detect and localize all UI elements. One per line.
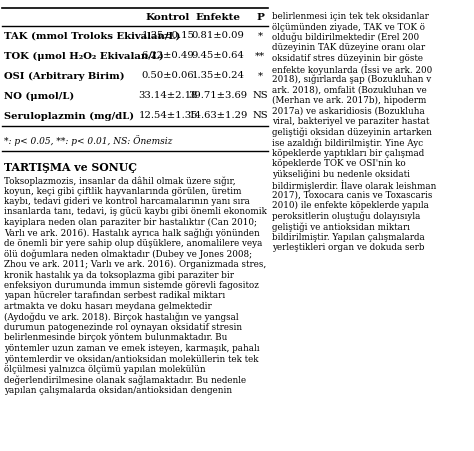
Text: 2017a) ve askaridiosis (Bozukluha: 2017a) ve askaridiosis (Bozukluha <box>272 106 425 115</box>
Text: Varlı ve ark. 2016). Hastalık ayrıca halk sağlığı yönünden: Varlı ve ark. 2016). Hastalık ayrıca hal… <box>4 229 260 238</box>
Text: oksidatif stres düzeyinin bir göste: oksidatif stres düzeyinin bir göste <box>272 54 423 63</box>
Text: *: p< 0.05, **: p< 0.01, NS: Önemsiz: *: p< 0.05, **: p< 0.01, NS: Önemsiz <box>4 135 173 146</box>
Text: TAK (mmol Troloks Ekivalan/L): TAK (mmol Troloks Ekivalan/L) <box>4 32 181 41</box>
Text: (Aydoğdu ve ark. 2018). Birçok hastalığın ve yangsal: (Aydoğdu ve ark. 2018). Birçok hastalığı… <box>4 313 238 322</box>
Text: Kontrol: Kontrol <box>146 13 190 22</box>
Text: NO (μmol/L): NO (μmol/L) <box>4 92 74 101</box>
Text: yöntemler uzun zaman ve emek isteyen, karmaşık, pahalı: yöntemler uzun zaman ve emek isteyen, ka… <box>4 344 260 353</box>
Text: P: P <box>256 13 264 22</box>
Text: 0.81±0.09: 0.81±0.09 <box>191 32 245 41</box>
Text: OSI (Arbitrary Birim): OSI (Arbitrary Birim) <box>4 71 125 81</box>
Text: olduğu bildirilmektedir (Erel 200: olduğu bildirilmektedir (Erel 200 <box>272 33 419 42</box>
Text: 0.50±0.06: 0.50±0.06 <box>142 72 194 80</box>
Text: TARTIŞMA ve SONUÇ: TARTIŞMA ve SONUÇ <box>4 162 137 173</box>
Text: peroksitlerin oluştuğu dolayısıyla: peroksitlerin oluştuğu dolayısıyla <box>272 212 420 221</box>
Text: belirlenmesinde birçok yöntem bulunmaktadır. Bu: belirlenmesinde birçok yöntem bulunmakta… <box>4 333 228 342</box>
Text: Enfekte: Enfekte <box>195 13 240 22</box>
Text: 14.63±1.29: 14.63±1.29 <box>188 111 248 120</box>
Text: 2010) ile enfekte köpeklerde yapıla: 2010) ile enfekte köpeklerde yapıla <box>272 201 429 210</box>
Text: 2017), Toxocara canis ve Toxascaris: 2017), Toxocara canis ve Toxascaris <box>272 190 432 199</box>
Text: 1.35±0.15: 1.35±0.15 <box>142 32 194 41</box>
Text: Zhou ve ark. 2011; Varlı ve ark. 2016). Organizmada stres,: Zhou ve ark. 2011; Varlı ve ark. 2016). … <box>4 260 266 269</box>
Text: 6.22±0.49: 6.22±0.49 <box>142 51 194 60</box>
Text: ölçümünden ziyade, TAK ve TOK ö: ölçümünden ziyade, TAK ve TOK ö <box>272 23 425 32</box>
Text: *: * <box>257 32 263 41</box>
Text: de önemli bir yere sahip olup düşüklere, anomalilere veya: de önemli bir yere sahip olup düşüklere,… <box>4 239 263 248</box>
Text: yöntemlerdir ve oksidan/antioksidan moleküllerin tek tek: yöntemlerdir ve oksidan/antioksidan mole… <box>4 354 258 364</box>
Text: 9.45±0.64: 9.45±0.64 <box>191 51 245 60</box>
Text: 12.54±1.35: 12.54±1.35 <box>138 111 198 120</box>
Text: bildirmişlerdir. İlave olarak leishman: bildirmişlerdir. İlave olarak leishman <box>272 180 437 191</box>
Text: NS: NS <box>252 111 268 120</box>
Text: geliştiği oksidan düzeyinin artarken: geliştiği oksidan düzeyinin artarken <box>272 128 432 137</box>
Text: geliştiği ve antioksidan miktarı: geliştiği ve antioksidan miktarı <box>272 222 410 231</box>
Text: bildirilmiştir. Yapılan çalışmalarda: bildirilmiştir. Yapılan çalışmalarda <box>272 233 425 241</box>
Text: yapılan çalışmalarda oksidan/antioksidan dengenin: yapılan çalışmalarda oksidan/antioksidan… <box>4 386 232 395</box>
Text: ark. 2018), omfalit (Bozukluhan ve: ark. 2018), omfalit (Bozukluhan ve <box>272 86 427 95</box>
Text: Seruloplazmin (mg/dL): Seruloplazmin (mg/dL) <box>4 111 134 120</box>
Text: kronik hastalık ya da toksoplazma gibi paraziter bir: kronik hastalık ya da toksoplazma gibi p… <box>4 271 234 280</box>
Text: 2018), sığırlarda şap (Bozukluhan v: 2018), sığırlarda şap (Bozukluhan v <box>272 75 431 84</box>
Text: durumun patogenezinde rol oynayan oksidatif stresin: durumun patogenezinde rol oynayan oksida… <box>4 323 242 332</box>
Text: insanlarda tanı, tedavi, iş gücü kaybı gibi önemli ekonomik: insanlarda tanı, tedavi, iş gücü kaybı g… <box>4 207 267 216</box>
Text: enfeksiyon durumunda immun sistemde görevli fagositoz: enfeksiyon durumunda immun sistemde göre… <box>4 281 259 290</box>
Text: **: ** <box>255 51 265 60</box>
Text: (Merhan ve ark. 2017b), hipoderm: (Merhan ve ark. 2017b), hipoderm <box>272 96 427 105</box>
Text: yerleştikleri organ ve dokuda serb: yerleştikleri organ ve dokuda serb <box>272 243 425 252</box>
Text: 1.35±0.24: 1.35±0.24 <box>191 72 245 80</box>
Text: köpeklerde yaptıkları bir çalışmad: köpeklerde yaptıkları bir çalışmad <box>272 148 424 157</box>
Text: enfekte koyunlarda (İssi ve ark. 200: enfekte koyunlarda (İssi ve ark. 200 <box>272 64 432 75</box>
Text: viral, bakteriyel ve paraziter hastat: viral, bakteriyel ve paraziter hastat <box>272 117 429 126</box>
Text: düzeyinin TAK düzeyine oranı olar: düzeyinin TAK düzeyine oranı olar <box>272 43 425 52</box>
Text: *: * <box>257 72 263 80</box>
Text: TOK (μmol H₂O₂ Ekivalan/L): TOK (μmol H₂O₂ Ekivalan/L) <box>4 51 164 60</box>
Text: ise azaldığı bildirilmiştir. Yine Ayc: ise azaldığı bildirilmiştir. Yine Ayc <box>272 138 423 147</box>
Text: 39.71±3.69: 39.71±3.69 <box>189 92 247 101</box>
Text: artmakta ve doku hasarı meydana gelmektedir: artmakta ve doku hasarı meydana gelmekte… <box>4 302 212 311</box>
Text: köpeklerde TOK ve OSI'nin ko: köpeklerde TOK ve OSI'nin ko <box>272 159 406 168</box>
Text: kayiplara neden olan paraziter bir hastalıktır (Can 2010;: kayiplara neden olan paraziter bir hasta… <box>4 218 257 227</box>
Text: ölü doğumlara neden olmaktadır (Dubey ve Jones 2008;: ölü doğumlara neden olmaktadır (Dubey ve… <box>4 249 252 259</box>
Text: ölçülmesi yalnızca ölçümü yapılan molekülün: ölçülmesi yalnızca ölçümü yapılan molekü… <box>4 365 206 374</box>
Text: 33.14±2.18: 33.14±2.18 <box>138 92 198 101</box>
Text: Toksoplazmozis, insanlar da dâhil olmak üzere sığır,: Toksoplazmozis, insanlar da dâhil olmak … <box>4 176 236 185</box>
Text: yapan hücreler tarafından serbest radikal miktarı: yapan hücreler tarafından serbest radika… <box>4 291 225 300</box>
Text: NS: NS <box>252 92 268 101</box>
Text: yükseliğini bu nedenle oksidati: yükseliğini bu nedenle oksidati <box>272 170 410 179</box>
Text: koyun, keçi gibi çiftlik hayvanlarında görülen, üretim: koyun, keçi gibi çiftlik hayvanlarında g… <box>4 187 241 195</box>
Text: kaybı, tedavi gideri ve kontrol harcamalarının yanı sıra: kaybı, tedavi gideri ve kontrol harcamal… <box>4 197 250 206</box>
Text: belirlenmesi için tek tek oksidanlar: belirlenmesi için tek tek oksidanlar <box>272 12 429 21</box>
Text: değerlendirilmesine olanak sağlamaktadır. Bu nedenle: değerlendirilmesine olanak sağlamaktadır… <box>4 376 246 385</box>
